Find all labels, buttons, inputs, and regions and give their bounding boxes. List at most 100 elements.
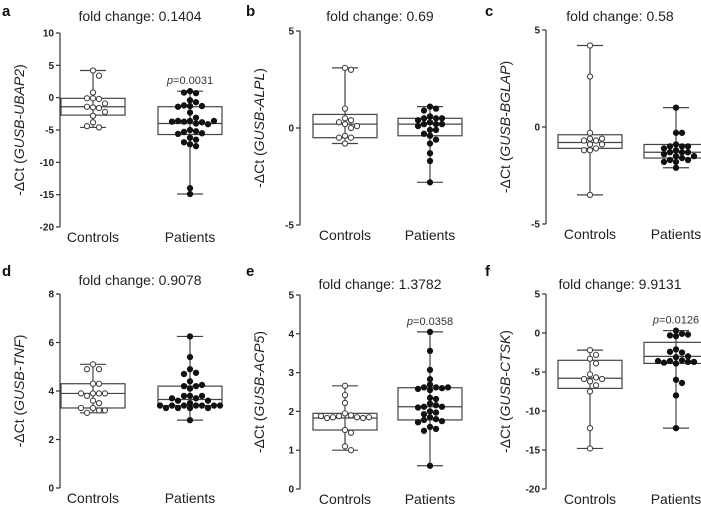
y-tick-label: 5 bbox=[534, 290, 540, 301]
data-point-patient bbox=[420, 384, 428, 391]
data-point-control bbox=[586, 355, 594, 362]
data-point-patient bbox=[186, 97, 194, 104]
data-point-control bbox=[89, 89, 97, 96]
data-point-patient bbox=[432, 384, 440, 391]
data-point-control bbox=[341, 391, 349, 399]
data-point-control bbox=[89, 119, 97, 126]
y-tick-label: 5 bbox=[288, 27, 294, 38]
data-point-patient bbox=[666, 348, 674, 355]
data-point-patient bbox=[426, 462, 434, 469]
data-point-patient bbox=[180, 128, 188, 136]
p-value-label: p=0.0358 bbox=[406, 316, 453, 328]
data-point-patient bbox=[672, 141, 680, 148]
data-point-patient bbox=[192, 402, 200, 409]
data-point-patient bbox=[186, 392, 194, 399]
y-label-prefix: -ΔCt ( bbox=[497, 156, 513, 193]
data-point-patient bbox=[444, 384, 452, 391]
data-point-patient bbox=[156, 402, 164, 409]
data-point-patient bbox=[192, 114, 200, 121]
data-point-control bbox=[341, 443, 349, 450]
data-point-control bbox=[83, 392, 91, 399]
y-tick-label: 3 bbox=[288, 368, 294, 379]
data-point-patient bbox=[192, 382, 200, 390]
data-point-control bbox=[77, 390, 85, 397]
y-label-gene: GUSB-UBAP2 bbox=[11, 69, 27, 159]
data-point-control bbox=[341, 120, 349, 128]
data-point-patient bbox=[216, 402, 224, 409]
y-tick-label: -10 bbox=[40, 158, 55, 169]
data-point-control bbox=[329, 414, 337, 421]
data-point-patient bbox=[684, 156, 692, 164]
data-point-control bbox=[89, 380, 97, 387]
data-point-patient bbox=[426, 113, 434, 120]
y-tick-label: 8 bbox=[48, 290, 54, 301]
data-point-control bbox=[83, 103, 91, 110]
x-category-label: Controls bbox=[67, 229, 119, 245]
data-point-control bbox=[347, 412, 355, 419]
data-point-patient bbox=[666, 143, 674, 150]
y-label-suffix: ) bbox=[251, 331, 267, 336]
y-label-gene: GUSB-BGLAP bbox=[497, 65, 513, 157]
data-point-patient bbox=[180, 370, 188, 378]
data-point-control bbox=[347, 124, 355, 132]
data-point-control bbox=[586, 445, 594, 452]
data-point-patient bbox=[432, 409, 440, 416]
data-point-patient bbox=[672, 327, 680, 334]
p-value-label: p=0.0126 bbox=[652, 315, 699, 327]
data-point-patient bbox=[192, 369, 200, 376]
y-label-gene: GUSB-ALPL bbox=[251, 73, 267, 152]
data-point-patient bbox=[414, 385, 422, 393]
data-point-patient bbox=[186, 109, 194, 116]
data-point-patient bbox=[192, 395, 200, 402]
p-symbol: p bbox=[406, 316, 413, 328]
data-point-patient bbox=[432, 425, 440, 433]
box-controls bbox=[60, 361, 126, 416]
data-point-patient bbox=[426, 150, 434, 157]
data-point-patient bbox=[420, 416, 428, 424]
y-tick-label: -5 bbox=[45, 126, 54, 137]
data-point-patient bbox=[432, 402, 440, 409]
data-point-patient bbox=[186, 333, 194, 340]
p-symbol: p bbox=[652, 315, 659, 327]
data-point-patient bbox=[672, 392, 680, 399]
data-point-control bbox=[323, 414, 331, 422]
data-point-control bbox=[89, 104, 97, 111]
data-point-patient bbox=[426, 394, 434, 401]
data-point-patient bbox=[666, 332, 674, 339]
data-point-patient bbox=[672, 332, 680, 340]
y-axis-label: -ΔCt (GUSB-UBAP2) bbox=[11, 64, 27, 196]
data-point-control bbox=[347, 447, 355, 454]
data-point-control bbox=[95, 104, 103, 112]
data-point-control bbox=[592, 374, 600, 381]
data-point-patient bbox=[672, 152, 680, 160]
box-controls bbox=[312, 64, 378, 147]
panel-letter: b bbox=[246, 3, 255, 20]
data-point-control bbox=[598, 135, 606, 142]
data-point-patient bbox=[192, 120, 200, 127]
data-point-control bbox=[89, 67, 97, 74]
data-point-patient bbox=[186, 353, 194, 361]
y-label-prefix: -ΔCt ( bbox=[11, 411, 27, 448]
fold-change-title: fold change: 0.58 bbox=[566, 8, 674, 24]
data-point-patient bbox=[186, 416, 194, 424]
data-point-patient bbox=[198, 381, 206, 389]
y-label-prefix: -ΔCt ( bbox=[251, 151, 267, 188]
p-value: =0.0126 bbox=[659, 315, 699, 327]
data-point-control bbox=[95, 407, 103, 414]
y-label-prefix: -ΔCt ( bbox=[251, 416, 267, 453]
y-label-gene: GUSB-ACP5 bbox=[251, 335, 267, 416]
data-point-control bbox=[341, 105, 349, 112]
data-point-control bbox=[365, 414, 373, 421]
box-patients bbox=[397, 328, 463, 469]
panel-f: f fold change: 9.9131 5 0 -5 -10 -15 -20 -ΔCt (G… bbox=[485, 263, 701, 506]
y-tick-label: -20 bbox=[526, 485, 541, 496]
data-point-patient bbox=[672, 104, 680, 111]
data-point-patient bbox=[180, 89, 188, 96]
data-point-patient bbox=[426, 366, 434, 374]
data-point-patient bbox=[660, 145, 668, 152]
x-category-label: Patients bbox=[165, 490, 216, 506]
data-point-patient bbox=[186, 134, 194, 141]
data-point-patient bbox=[672, 360, 680, 367]
data-point-patient bbox=[204, 404, 212, 412]
y-label-suffix: ) bbox=[251, 68, 267, 73]
